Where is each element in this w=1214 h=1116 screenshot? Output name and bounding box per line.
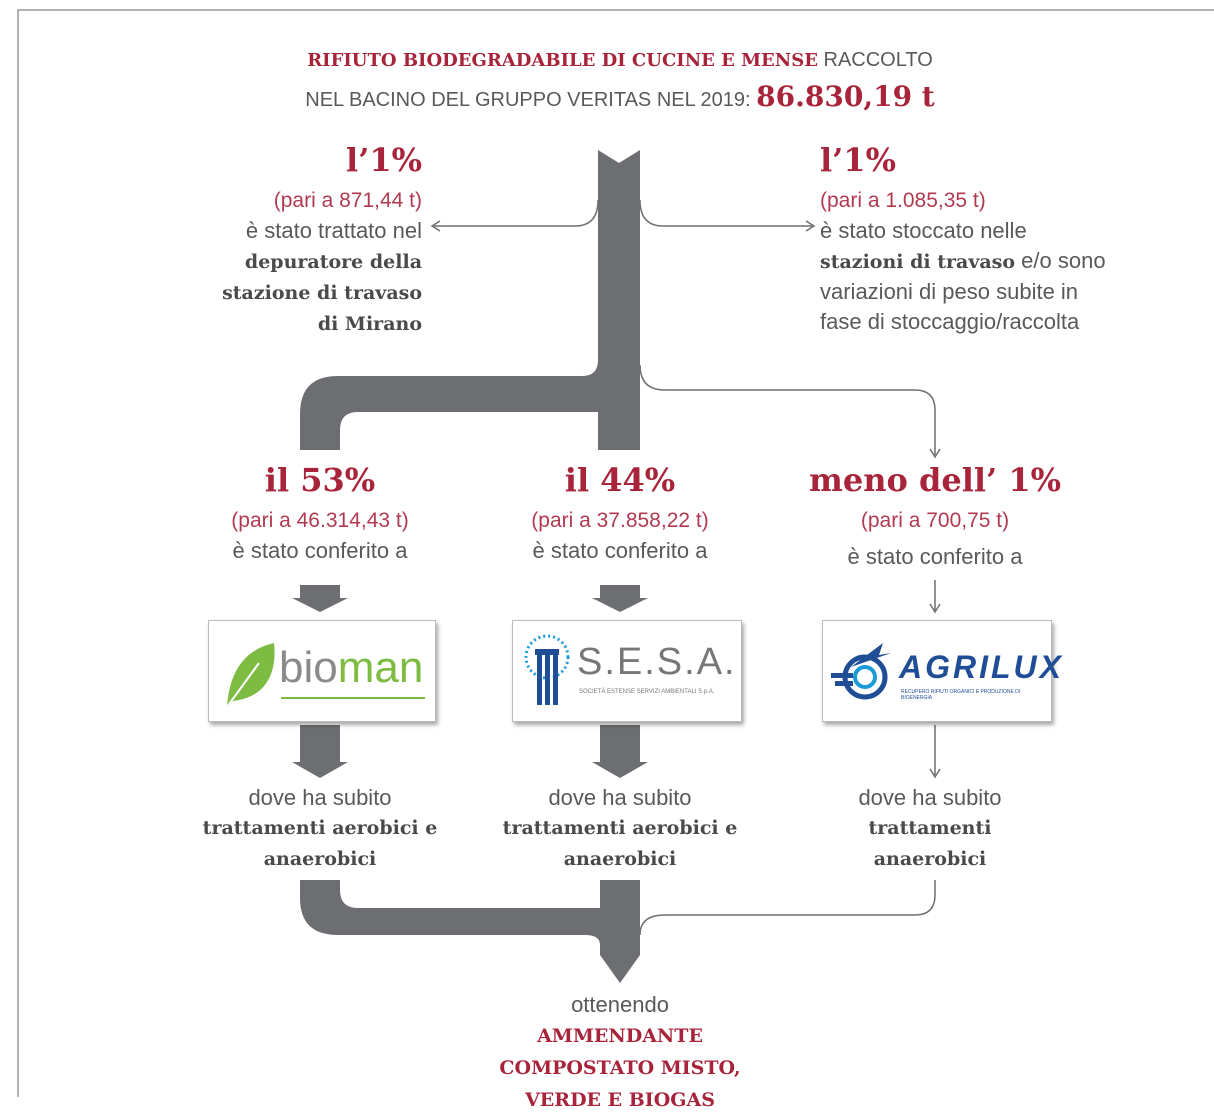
title: RACCOLTO	[823, 49, 933, 71]
header: RIFIUTO BIODEGRADABILE DI CUCINE E MENSE…	[0, 44, 1214, 116]
title-highlight: RIFIUTO BIODEGRADABILE DI CUCINE E MENSE	[307, 50, 818, 71]
treatment: trattamenti aerobici e anaerobici	[502, 817, 738, 870]
percent: il 44%	[564, 461, 676, 499]
header-line: NEL BACINO DEL GRUPPO VERITAS NEL 2019: …	[0, 81, 1214, 116]
result-block: dove ha subito trattamenti anaerobici	[815, 783, 1045, 875]
text: è stato trattato nel	[245, 218, 422, 243]
arrow	[929, 725, 941, 779]
line-right	[639, 199, 812, 227]
amount: (pari a 871,44 t)	[273, 189, 422, 212]
result: dove ha subito	[248, 785, 392, 810]
arrowhead	[430, 220, 441, 232]
description: è stato trattato nel depuratore della st…	[212, 216, 422, 339]
title: NEL BACINO DEL GRUPPO VERITAS NEL 2019:	[305, 89, 751, 111]
treatment: trattamenti anaerobici	[868, 817, 992, 870]
left-branch	[300, 360, 598, 450]
logo-subtitle: RECUPERO RIFIUTI ORGANICI E PRODUZIONE D…	[901, 689, 1021, 701]
description: è stato stoccato nelle stazioni di trava…	[820, 216, 1110, 337]
header-line: RIFIUTO BIODEGRADABILE DI CUCINE E MENSE…	[0, 44, 1214, 77]
main-trunk	[598, 150, 640, 450]
text: è stato conferito a	[232, 538, 408, 563]
line-left	[434, 199, 599, 227]
text: e/o sono variazioni di peso subite in fa…	[820, 248, 1106, 334]
percent: meno dell’ 1%	[809, 461, 1061, 499]
bold-text: depuratore della stazione di travaso di …	[222, 251, 422, 335]
arrow	[592, 585, 648, 612]
amount: (pari a 37.858,22 t)	[531, 509, 709, 532]
agrilux-icon	[831, 643, 891, 700]
percent: l’1%	[346, 141, 422, 179]
result-block: dove ha subito trattamenti aerobici e an…	[190, 783, 450, 875]
logo-part: man	[337, 643, 424, 692]
result: dove ha subito	[858, 785, 1002, 810]
arrowhead	[805, 220, 816, 232]
logo-bioman: bioman	[208, 620, 436, 722]
frame	[17, 9, 1214, 1097]
text: è stato stoccato nelle	[820, 218, 1027, 243]
thick-flows	[292, 150, 648, 983]
result: dove ha subito	[548, 785, 692, 810]
logo-subtitle: SOCIETÀ ESTENSE SERVIZI AMBIENTALI S.p.A…	[579, 689, 715, 695]
total: 86.830,19 t	[756, 80, 935, 113]
outflow-right: l’1% (pari a 1.085,35 t) è stato stoccat…	[820, 140, 1110, 337]
outflow-left: l’1% (pari a 871,44 t) è stato trattato …	[212, 140, 422, 339]
sesa-icon	[524, 634, 570, 705]
arrow	[292, 725, 348, 778]
logo-part: bio	[279, 643, 338, 692]
thin-flows	[430, 199, 941, 936]
arrow	[929, 580, 941, 614]
result-block: dove ha subito trattamenti aerobici e an…	[490, 783, 750, 875]
logo-agrilux: AGRILUX RECUPERO RIFIUTI ORGANICI E PROD…	[822, 620, 1061, 722]
footer-highlight: AMMENDANTE COMPOSTATO MISTO, VERDE E BIO…	[499, 1025, 741, 1111]
arrow	[292, 585, 348, 612]
plant-block: meno dell’ 1% (pari a 700,75 t) è stato …	[775, 460, 1095, 572]
text: è stato conferito a	[532, 538, 708, 563]
leaf-icon	[226, 643, 275, 708]
arrow	[592, 725, 648, 778]
logo-text: bioman	[279, 643, 423, 693]
plant-block: il 44% (pari a 37.858,22 t) è stato conf…	[470, 460, 770, 566]
logo-text: S.E.S.A.	[577, 641, 737, 683]
text: è stato conferito a	[847, 544, 1023, 569]
amount: (pari a 700,75 t)	[860, 509, 1010, 532]
bold-text: stazioni di travaso	[820, 251, 1016, 273]
amount: (pari a 1.085,35 t)	[820, 189, 986, 212]
line-merge	[639, 880, 936, 936]
percent: l’1%	[820, 141, 896, 179]
logo-text: AGRILUX	[899, 649, 1064, 685]
footer-text: ottenendo	[571, 992, 669, 1017]
percent: il 53%	[264, 461, 376, 499]
merge-flow	[300, 880, 640, 983]
logo-sesa: S.E.S.A. SOCIETÀ ESTENSE SERVIZI AMBIENT…	[512, 620, 742, 722]
plant-block: il 53% (pari a 46.314,43 t) è stato conf…	[170, 460, 470, 566]
arrowhead	[929, 448, 941, 459]
line-agrilux	[639, 364, 936, 455]
footer: ottenendo AMMENDANTE COMPOSTATO MISTO, V…	[420, 990, 820, 1116]
treatment: trattamenti aerobici e anaerobici	[202, 817, 438, 870]
amount: (pari a 46.314,43 t)	[231, 509, 409, 532]
logo-rule	[281, 697, 425, 699]
